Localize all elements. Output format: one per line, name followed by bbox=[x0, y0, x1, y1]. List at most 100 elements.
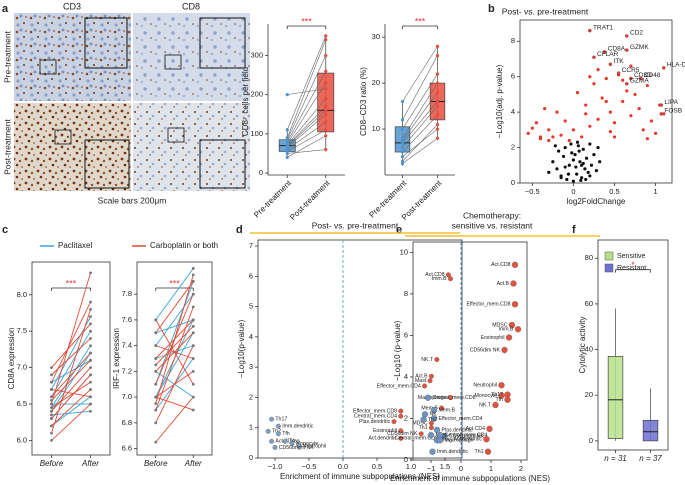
point-label: Neutrophil bbox=[303, 443, 327, 449]
point bbox=[594, 168, 599, 173]
point bbox=[89, 409, 92, 413]
point bbox=[592, 55, 596, 59]
point bbox=[89, 315, 92, 319]
y-axis-label: −Log10(adj. p-value) bbox=[495, 64, 504, 138]
point bbox=[154, 440, 158, 444]
point bbox=[191, 324, 195, 328]
point bbox=[608, 110, 612, 114]
pair-line bbox=[287, 121, 326, 150]
y-tick-label: 6.0 bbox=[17, 435, 27, 444]
y-tick-label: 0 bbox=[259, 168, 263, 177]
point bbox=[580, 176, 584, 180]
point bbox=[621, 78, 625, 82]
panel-label: a bbox=[2, 3, 9, 15]
x-tick-label: Post-treatment bbox=[288, 178, 332, 222]
point bbox=[588, 124, 592, 128]
legend-label: Sensitive bbox=[617, 253, 646, 260]
point bbox=[89, 358, 92, 362]
point bbox=[553, 144, 557, 148]
point bbox=[400, 118, 405, 122]
point bbox=[584, 103, 588, 107]
point bbox=[592, 82, 596, 86]
y-axis-label: CD8–CD3 ratio (%) bbox=[359, 67, 368, 136]
point bbox=[598, 160, 602, 164]
point bbox=[566, 172, 571, 176]
point bbox=[398, 408, 404, 414]
point-label: Eosinophil bbox=[481, 335, 505, 341]
point bbox=[285, 128, 289, 132]
point bbox=[576, 144, 580, 148]
column-label: CD8 bbox=[182, 1, 200, 11]
y-tick-label: 7.6 bbox=[122, 315, 132, 324]
point-label: Monocyte bbox=[296, 441, 319, 447]
point bbox=[429, 448, 436, 455]
point bbox=[324, 104, 328, 108]
panel-label: d bbox=[236, 224, 243, 236]
x-tick-label: 1.0 bbox=[406, 462, 416, 471]
point bbox=[191, 267, 195, 270]
point-label: Act.B bbox=[415, 374, 428, 380]
point bbox=[596, 145, 600, 150]
point bbox=[538, 135, 543, 139]
point bbox=[418, 431, 424, 437]
point-label: CD48 bbox=[644, 72, 661, 79]
point-label: Act.B bbox=[497, 281, 510, 287]
y-axis-label: CD8A expression bbox=[7, 328, 16, 390]
point bbox=[653, 131, 658, 135]
point bbox=[50, 409, 53, 413]
point bbox=[575, 140, 580, 144]
point-label: Plas.dendritic bbox=[359, 419, 391, 425]
point-label: GZMK bbox=[630, 44, 649, 51]
point bbox=[581, 161, 585, 166]
point bbox=[621, 99, 625, 104]
point bbox=[584, 112, 588, 116]
point-label: ITK bbox=[613, 58, 624, 65]
x-tick-label: 2 bbox=[519, 464, 523, 473]
y-tick-label: 7.4 bbox=[122, 341, 132, 350]
point bbox=[400, 127, 405, 131]
point bbox=[534, 121, 539, 125]
x-tick-label: −1.0 bbox=[268, 462, 283, 471]
x-tick-label: −0.5 bbox=[525, 187, 540, 196]
point bbox=[498, 382, 505, 389]
x-tick-label: 0.0 bbox=[338, 462, 348, 471]
pair-line bbox=[51, 367, 91, 412]
point bbox=[596, 117, 600, 121]
point bbox=[604, 99, 608, 104]
point bbox=[50, 380, 53, 384]
y-tick-label: 8 bbox=[404, 289, 408, 298]
point bbox=[324, 34, 328, 38]
point-label: Treg bbox=[289, 439, 300, 445]
point bbox=[563, 119, 567, 123]
point-label: CD56dim NK bbox=[470, 347, 501, 353]
point-label: MDSC bbox=[412, 421, 428, 427]
point bbox=[439, 405, 445, 411]
chart-title: Post- vs. pre-treatment bbox=[502, 6, 589, 16]
box bbox=[642, 419, 659, 442]
point-label: NK.T bbox=[421, 357, 434, 363]
inset-box bbox=[199, 17, 246, 69]
plot-frame bbox=[597, 239, 669, 451]
point bbox=[559, 176, 563, 180]
point bbox=[659, 103, 664, 107]
plot-frame bbox=[136, 261, 213, 456]
point-label: CD56dim NK bbox=[387, 431, 418, 437]
point-label: Monocyte bbox=[475, 393, 498, 399]
y-tick-label: 1 bbox=[249, 423, 253, 432]
point-label: Imm.B bbox=[499, 327, 515, 333]
pair-line bbox=[402, 101, 438, 144]
point bbox=[447, 394, 453, 400]
pair-line bbox=[402, 73, 438, 130]
box bbox=[317, 72, 335, 133]
point bbox=[588, 174, 592, 178]
point bbox=[551, 160, 555, 164]
point bbox=[637, 106, 641, 111]
y-tick-label: 300 bbox=[250, 50, 263, 59]
point bbox=[435, 127, 440, 131]
pair-line bbox=[51, 301, 91, 383]
point bbox=[289, 441, 295, 446]
point bbox=[575, 172, 579, 176]
point bbox=[511, 301, 519, 308]
point bbox=[563, 165, 567, 169]
